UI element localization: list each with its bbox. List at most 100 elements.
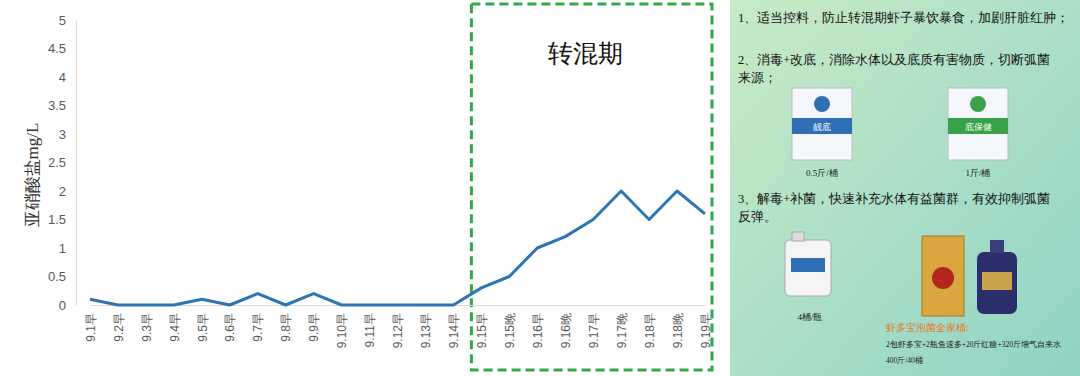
x-tick: 9.16晚 [559, 305, 573, 348]
canvas: 转混期 0 0.5 1 1.5 2 2.5 3 3.5 4 4.5 5 亚硝酸盐mg/L 9.1早 9.2早… [0, 0, 1080, 376]
y-tick: 4.5 [48, 41, 76, 56]
x-tick: 9.11早 [363, 305, 377, 347]
product-image: 底保健 [948, 88, 1008, 160]
product-logo [970, 96, 986, 112]
y-tick-label: 2.5 [48, 155, 66, 170]
x-tick: 9.18晚 [671, 305, 685, 348]
panel-text: 1斤/桶 [965, 168, 990, 178]
x-tick-label: 9.8早 [279, 313, 293, 342]
panel-text: 3、解毒+补菌，快速补充水体有益菌群，有效抑制弧菌 [738, 192, 1050, 206]
x-tick-label: 9.12早 [391, 313, 405, 348]
x-tick: 9.1早 [84, 305, 98, 342]
panel-text: 反弹。 [738, 210, 777, 224]
x-tick: 9.10早 [335, 305, 349, 348]
y-axis-title: 亚硝酸盐mg/L [23, 123, 42, 228]
x-tick-label: 9.3早 [140, 313, 154, 342]
y-tick-label: 4.5 [48, 41, 66, 56]
product-band [792, 118, 852, 134]
product-name: 底保健 [965, 122, 992, 132]
x-tick-label: 9.16早 [531, 313, 545, 348]
x-tick: 9.12早 [391, 305, 405, 348]
y-tick: 1 [59, 241, 76, 256]
x-tick-label: 9.11早 [363, 313, 377, 347]
y-tick-label: 0.5 [48, 269, 66, 284]
x-tick-label: 9.17早 [587, 313, 601, 348]
x-tick-label: 9.15早 [475, 313, 489, 348]
x-tick: 9.7早 [251, 305, 265, 342]
product-bag [792, 88, 852, 160]
x-tick-label: 9.17晚 [615, 313, 629, 348]
y-axis-line [76, 21, 77, 306]
product-band [791, 258, 825, 272]
y-axis: 0 0.5 1 1.5 2 2.5 3 3.5 4 4.5 5 [48, 13, 77, 313]
annotation-box [471, 4, 712, 370]
product-bottle [785, 240, 831, 296]
y-tick: 3.5 [48, 98, 76, 113]
plot-area [90, 191, 705, 305]
x-tick-label: 9.14早 [447, 313, 461, 348]
x-tick-label: 9.10早 [335, 313, 349, 348]
y-tick: 0 [59, 298, 76, 313]
x-tick: 9.15早 [475, 305, 489, 348]
x-tick: 9.5早 [196, 305, 210, 342]
x-tick-label: 9.1早 [84, 313, 98, 342]
annotation: 转混期 [548, 40, 623, 67]
y-tick: 3 [59, 127, 76, 142]
y-tick-label: 4 [59, 70, 66, 85]
x-tick-label: 9.13早 [419, 313, 433, 348]
kit-bottle-label [982, 272, 1012, 290]
y-tick-label: 1 [59, 241, 66, 256]
x-tick-label: 9.7早 [251, 313, 265, 342]
x-tick: 9.15晚 [503, 305, 517, 348]
product-image: 靓底 [792, 88, 852, 160]
product-logo [814, 96, 830, 112]
x-tick: 9.4早 [168, 305, 182, 342]
x-tick: 9.2早 [112, 305, 126, 342]
y-tick: 1.5 [48, 212, 76, 227]
product-band [948, 118, 1008, 134]
x-axis: 9.1早 9.2早 9.3早 9.4早 9.5早 9.6早 9.7早 9.8早 9.9早 9.10… [84, 305, 713, 348]
panel-text: 0.5斤/桶 [806, 168, 838, 178]
x-tick-label: 9.5早 [196, 313, 210, 342]
x-tick-label: 9.16晚 [559, 313, 573, 348]
x-tick-label: 9.6早 [223, 313, 237, 342]
y-tick-label: 1.5 [48, 212, 66, 227]
panel-text: 2、消毒+改底，消除水体以及底质有害物质，切断弧菌 [738, 52, 1050, 67]
y-tick: 0.5 [48, 269, 76, 284]
kit-bottle-neck [990, 240, 1004, 253]
product-bag [948, 88, 1008, 160]
y-tick: 2 [59, 184, 76, 199]
x-tick: 9.13早 [419, 305, 433, 348]
kit-bottle [977, 252, 1017, 314]
y-tick-label: 2 [59, 184, 66, 199]
x-tick: 9.19早 [699, 305, 713, 348]
y-tick-label: 3.5 [48, 98, 66, 113]
y-tick: 5 [59, 13, 76, 28]
side-panel [730, 0, 1080, 376]
x-tick-label: 9.18晚 [671, 313, 685, 348]
x-tick-label: 9.18早 [643, 313, 657, 348]
x-tick: 9.6早 [223, 305, 237, 342]
x-tick-label: 9.19早 [699, 313, 713, 348]
x-tick-label: 9.4早 [168, 313, 182, 342]
x-tick: 9.18早 [643, 305, 657, 348]
kit-bag [922, 236, 964, 316]
x-tick: 9.9早 [307, 305, 321, 342]
kit-logo [932, 267, 954, 289]
panel-text: 来源； [738, 71, 777, 85]
y-tick: 2.5 [48, 155, 76, 170]
y-tick-label: 3 [59, 127, 66, 142]
x-tick: 9.14早 [447, 305, 461, 348]
panel-text: 4桶/瓶 [797, 312, 822, 322]
x-tick-label: 9.2早 [112, 313, 126, 342]
y-tick-label: 0 [59, 298, 66, 313]
x-tick: 9.16早 [531, 305, 545, 348]
x-tick: 9.17晚 [615, 305, 629, 348]
x-tick: 9.8早 [279, 305, 293, 342]
y-tick-label: 5 [59, 13, 66, 28]
x-tick: 9.3早 [140, 305, 154, 342]
x-tick: 9.17早 [587, 305, 601, 348]
data-line [90, 191, 705, 305]
panel-text: 400斤/40桶 [886, 356, 923, 365]
product-image [785, 232, 831, 296]
